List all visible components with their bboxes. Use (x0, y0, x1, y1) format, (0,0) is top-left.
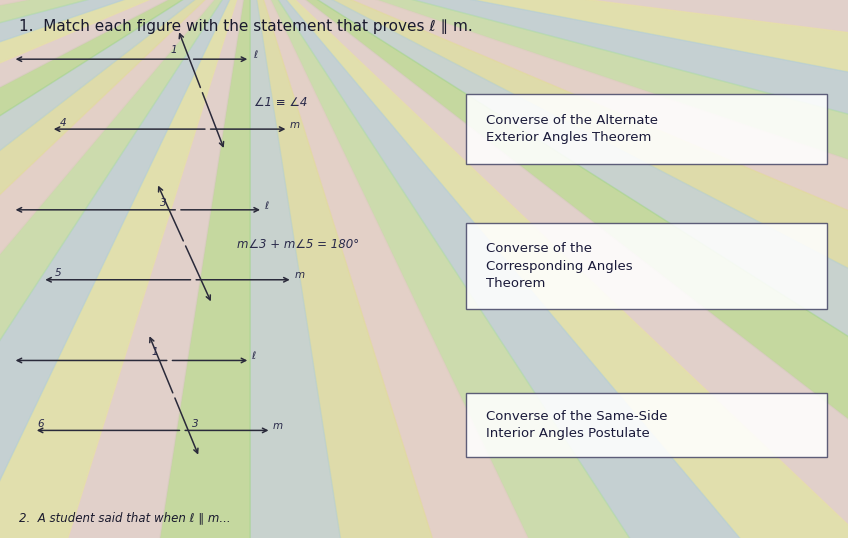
Polygon shape (0, 0, 250, 251)
Polygon shape (250, 0, 848, 538)
Polygon shape (0, 0, 250, 538)
Polygon shape (250, 0, 848, 538)
Text: ℓ: ℓ (253, 50, 257, 60)
Polygon shape (250, 0, 848, 394)
Text: m∠3 + m∠5 = 180°: m∠3 + m∠5 = 180° (237, 238, 360, 251)
Polygon shape (250, 0, 848, 538)
Text: 6: 6 (37, 419, 44, 429)
Text: 1.  Match each figure with the statement that proves ℓ ∥ m.: 1. Match each figure with the statement … (19, 19, 472, 34)
Polygon shape (250, 0, 848, 104)
Polygon shape (250, 0, 848, 538)
Polygon shape (250, 0, 848, 538)
Text: ℓ: ℓ (251, 351, 255, 361)
Polygon shape (0, 0, 250, 538)
Polygon shape (250, 0, 848, 251)
Polygon shape (0, 0, 250, 538)
Text: m: m (273, 421, 283, 431)
Text: m: m (290, 120, 300, 130)
Polygon shape (250, 0, 848, 538)
Text: ℓ: ℓ (265, 201, 269, 210)
Polygon shape (0, 0, 250, 538)
FancyBboxPatch shape (466, 94, 827, 164)
FancyBboxPatch shape (466, 393, 827, 457)
Text: 5: 5 (54, 268, 61, 278)
Polygon shape (0, 0, 250, 538)
Polygon shape (250, 0, 848, 538)
Polygon shape (0, 0, 250, 538)
Polygon shape (0, 0, 250, 538)
Polygon shape (250, 0, 483, 538)
Polygon shape (0, 0, 250, 538)
Polygon shape (250, 0, 848, 538)
Polygon shape (250, 0, 848, 538)
Polygon shape (250, 0, 713, 538)
Polygon shape (0, 0, 250, 538)
Text: ∠1 ≡ ∠4: ∠1 ≡ ∠4 (254, 96, 308, 109)
Polygon shape (0, 0, 250, 538)
Text: m: m (294, 271, 304, 280)
Text: Converse of the Same-Side
Interior Angles Postulate: Converse of the Same-Side Interior Angle… (486, 410, 667, 440)
Text: 2.  A student said that when ℓ ∥ m...: 2. A student said that when ℓ ∥ m... (19, 512, 231, 525)
Polygon shape (0, 0, 250, 104)
Polygon shape (0, 0, 250, 538)
Polygon shape (0, 0, 250, 394)
Text: Converse of the Alternate
Exterior Angles Theorem: Converse of the Alternate Exterior Angle… (486, 114, 658, 144)
Text: 3: 3 (192, 419, 198, 429)
Text: Converse of the
Corresponding Angles
Theorem: Converse of the Corresponding Angles The… (486, 242, 633, 291)
Polygon shape (0, 0, 250, 534)
Polygon shape (250, 0, 848, 534)
Polygon shape (18, 0, 250, 538)
FancyBboxPatch shape (466, 223, 827, 309)
Text: 1: 1 (170, 45, 177, 55)
Polygon shape (250, 0, 848, 538)
Text: 3: 3 (160, 199, 167, 208)
Text: 4: 4 (60, 118, 67, 128)
Text: 1: 1 (152, 348, 159, 357)
